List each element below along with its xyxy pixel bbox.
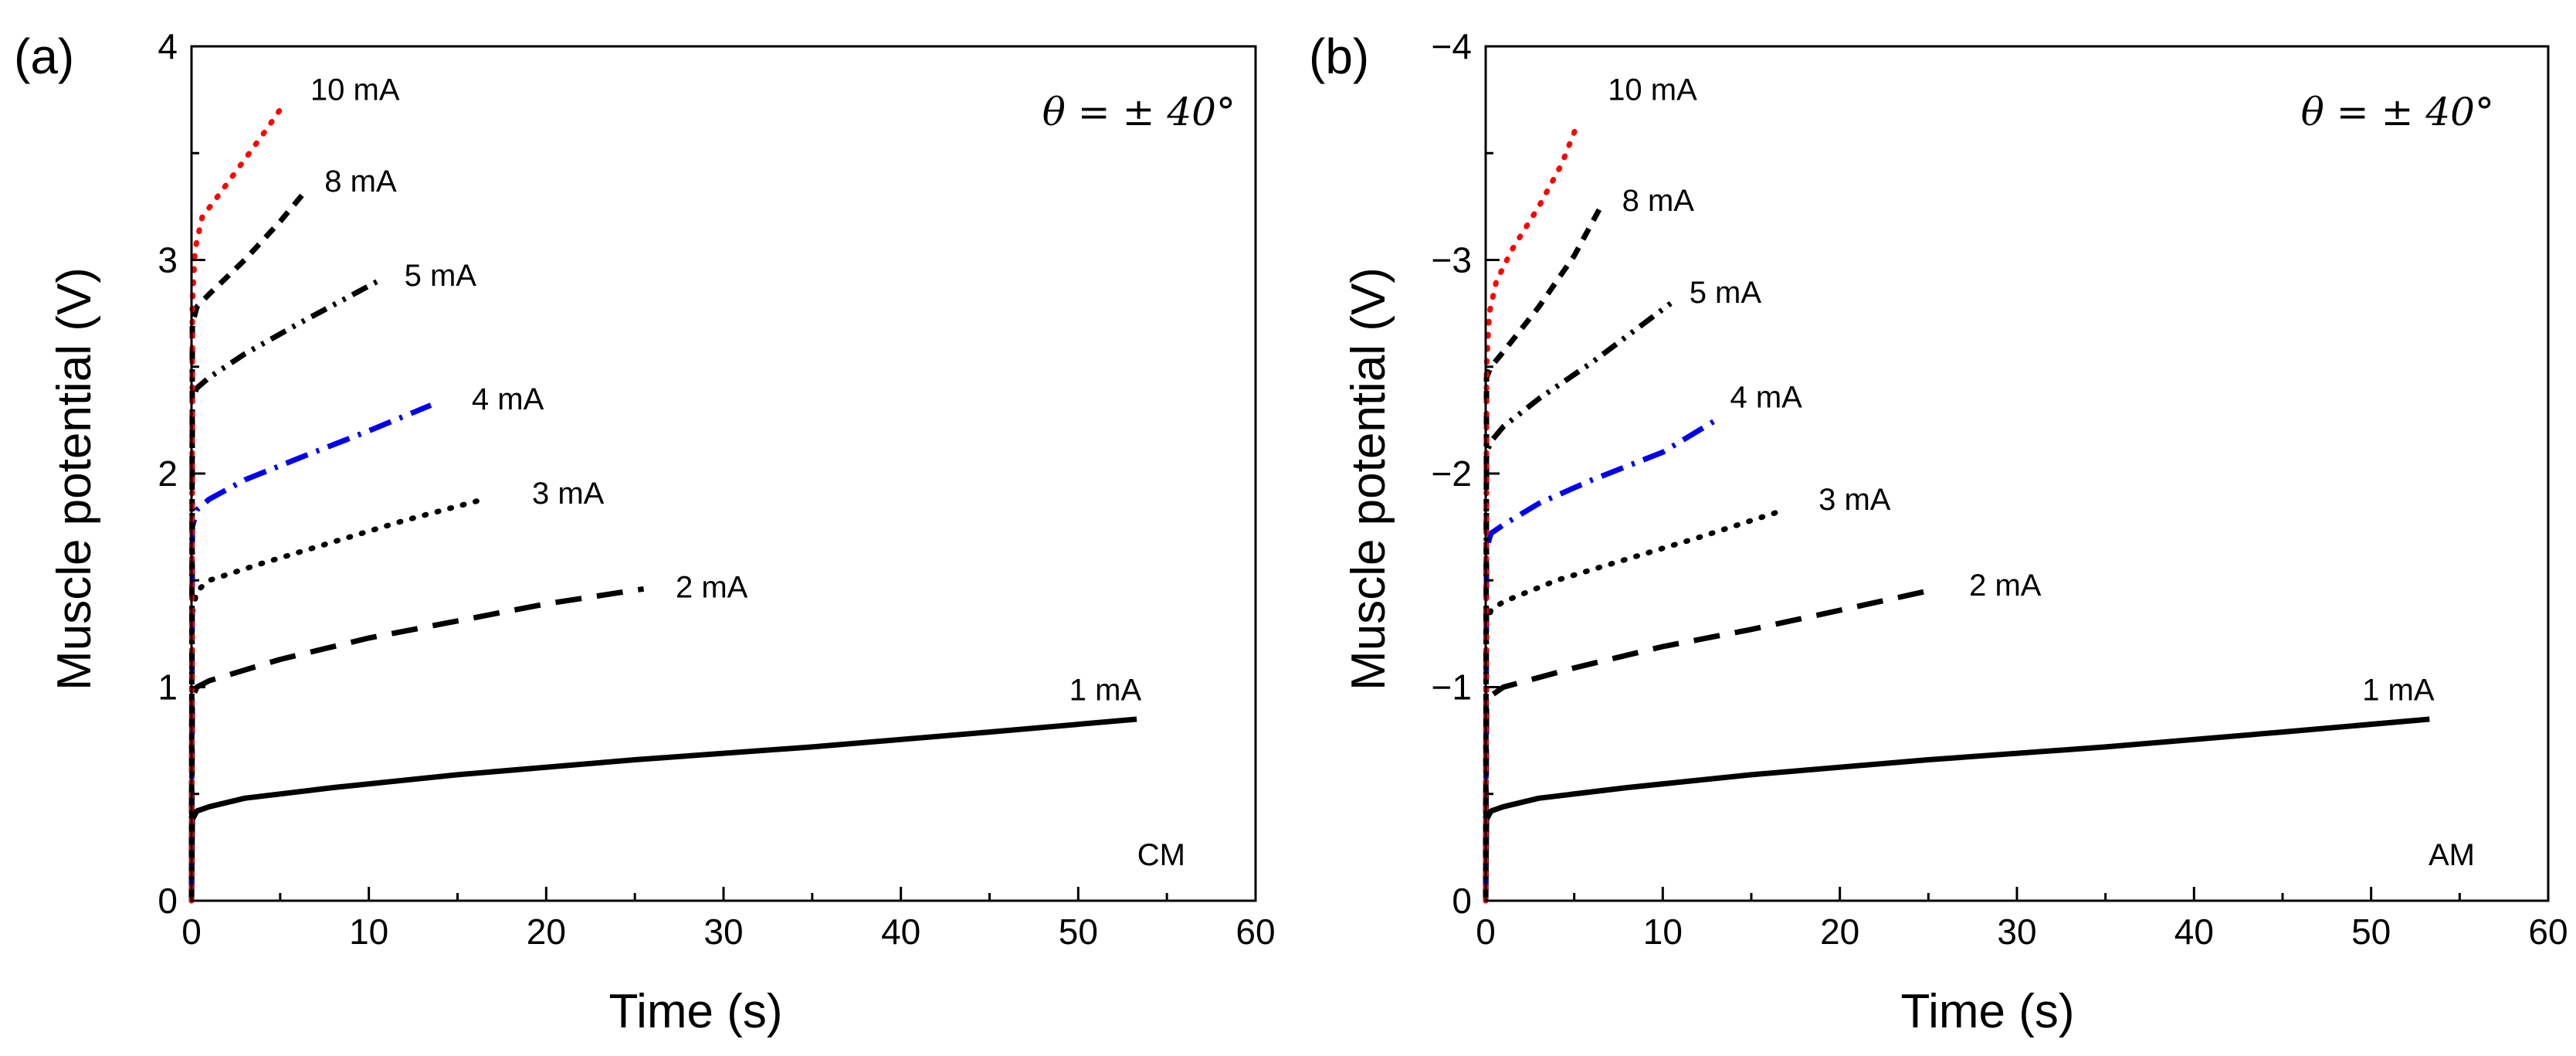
x-tick-label: 30 (1997, 912, 2036, 952)
x-tick-label: 10 (349, 912, 388, 952)
series-label: 1 mA (2362, 673, 2435, 707)
series-label: 10 mA (1608, 73, 1697, 107)
series-label: 8 mA (1622, 184, 1695, 218)
y-tick-label: 4 (158, 26, 178, 66)
x-tick-label: 50 (1059, 912, 1098, 952)
angle-annotation: θ = ± 40° (2301, 90, 2494, 134)
series-line-2-ma (188, 586, 645, 902)
x-tick-label: 40 (881, 912, 920, 952)
panel-a: (a) Muscle potential (V) Time (s) θ = ± … (14, 26, 1276, 1038)
series-label: 5 mA (1690, 276, 1762, 310)
series-label: 10 mA (310, 73, 400, 107)
series-label: 2 mA (676, 571, 748, 605)
y-tick-label: −2 (1432, 453, 1472, 494)
series-line-1-ma (188, 716, 1137, 902)
x-tick-label: 20 (527, 912, 566, 952)
x-axis-title: Time (s) (1901, 985, 2075, 1038)
x-tick-label: 20 (1820, 912, 1859, 952)
x-tick-label: 10 (1643, 912, 1683, 952)
x-tick-label: 60 (2528, 912, 2568, 952)
series-label: 3 mA (532, 477, 605, 511)
series-line-3-ma (1483, 509, 1781, 904)
y-tick-label: −3 (1432, 240, 1472, 280)
muscle-type-label: AM (2429, 838, 2475, 872)
panel-label: (a) (14, 29, 74, 84)
y-tick-label: 0 (158, 881, 178, 921)
series-label: 3 mA (1818, 483, 1891, 517)
x-tick-label: 30 (703, 912, 743, 952)
x-tick-label: 40 (2174, 912, 2214, 952)
series-line-5-ma (188, 279, 379, 902)
series-line-4-ma (1483, 416, 1721, 902)
series-label: 1 mA (1069, 673, 1142, 707)
series-line-10-ma (1483, 121, 1581, 904)
y-axis-title: Muscle potential (V) (1342, 267, 1395, 691)
y-tick-label: 3 (158, 240, 178, 280)
panel-label: (b) (1309, 29, 1369, 84)
series-label: 4 mA (1730, 381, 1803, 415)
series-line-5-ma (1483, 300, 1673, 902)
y-tick-label: 0 (1452, 881, 1472, 921)
x-axis-title: Time (s) (609, 985, 783, 1038)
panel-b: (b) Muscle potential (V) Time (s) θ = ± … (1309, 26, 2568, 1038)
y-tick-label: −4 (1432, 26, 1472, 66)
series-line-3-ma (188, 496, 487, 904)
x-tick-label: 0 (181, 912, 202, 952)
muscle-type-label: CM (1137, 838, 1185, 872)
y-axis-title: Muscle potential (V) (48, 267, 101, 691)
plot-frame (1484, 45, 2550, 902)
series-label: 2 mA (1969, 569, 2042, 603)
series-label: 5 mA (405, 259, 477, 293)
x-tick-label: 0 (1476, 912, 1496, 952)
x-tick-label: 50 (2351, 912, 2391, 952)
y-tick-label: −1 (1432, 667, 1472, 708)
series-line-10-ma (188, 99, 289, 904)
angle-annotation: θ = ± 40° (1042, 90, 1235, 134)
y-tick-label: 1 (158, 667, 178, 708)
series-line-8-ma (188, 188, 309, 902)
series-label: 8 mA (324, 165, 397, 199)
x-tick-label: 60 (1235, 912, 1275, 952)
series-line-1-ma (1483, 716, 2430, 902)
y-tick-label: 2 (158, 453, 178, 494)
series-label: 4 mA (472, 382, 544, 416)
series-line-2-ma (1483, 586, 1938, 902)
